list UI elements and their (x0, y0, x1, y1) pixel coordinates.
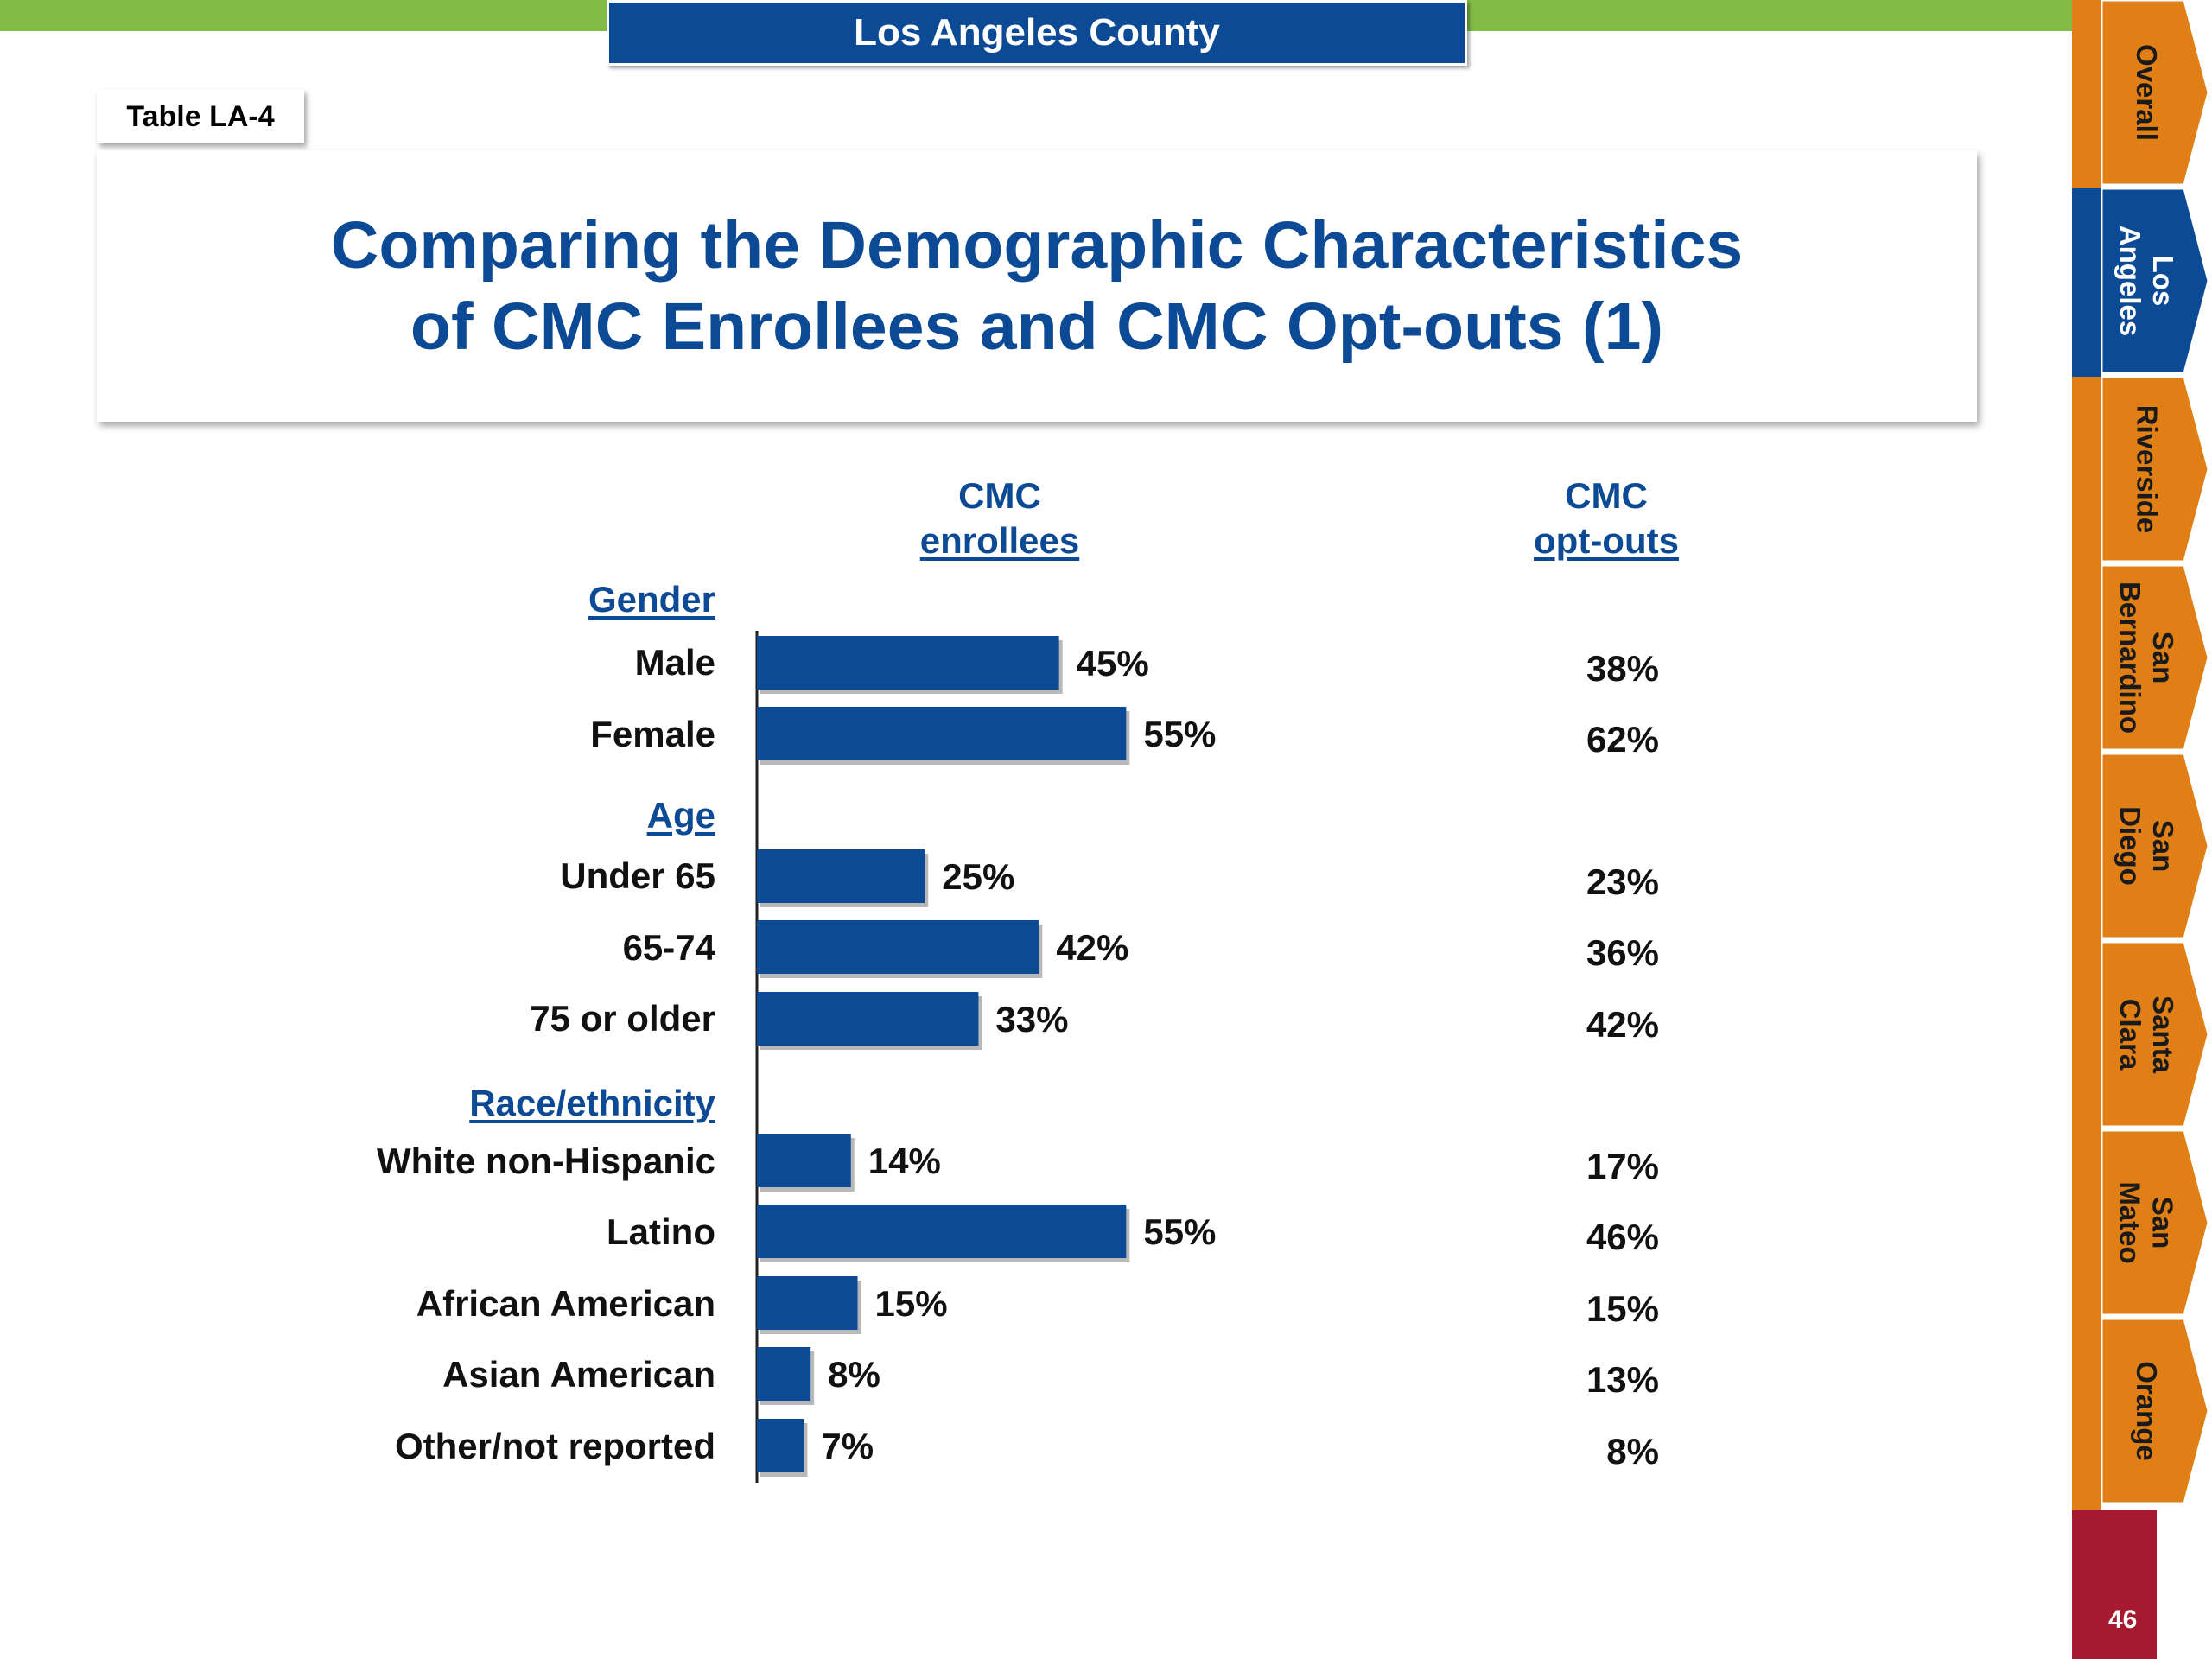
row-label-white-non-hispanic: White non-Hispanic (377, 1141, 715, 1181)
title-line-1: Comparing the Demographic Characteristic… (330, 208, 1744, 283)
tab-overall[interactable]: Overall (2101, 0, 2212, 185)
bar-65-74 (757, 920, 1039, 974)
column-header-optouts-line1: CMC (1565, 475, 1648, 516)
tab-shape-san-mateo (2101, 1130, 2210, 1315)
tab-label-orange: Orange (2131, 1361, 2164, 1461)
row-label-under-65: Under 65 (560, 855, 715, 896)
bars-group: 45% 55% 25% 42% 33% 14% 55% 15% 8% 7% (757, 636, 1216, 1477)
tab-shape-los-angeles (2101, 188, 2210, 373)
side-nav-strip-page (2072, 1510, 2101, 1659)
tab-label-riverside: Riverside (2131, 404, 2163, 534)
optout-value-asian-american: 13% (1586, 1359, 1659, 1400)
tab-orange[interactable]: Orange (2101, 1319, 2212, 1503)
column-header-enrollees-line2: enrollees (919, 520, 1080, 561)
optout-value-65-74: 36% (1586, 932, 1659, 973)
tab-los-angeles[interactable]: Los Angeles (2101, 188, 2212, 373)
tab-san-diego[interactable]: San Diego (2101, 753, 2212, 938)
tab-shape-riverside (2101, 377, 2210, 562)
county-title: Los Angeles County (854, 11, 1220, 54)
optout-value-under-65: 23% (1586, 861, 1659, 902)
tab-san-mateo[interactable]: San Mateo (2101, 1130, 2212, 1315)
tab-label-san-diego: San Diego (2113, 806, 2179, 886)
column-header-enrollees: CMC enrollees (866, 474, 1134, 563)
row-label-african-american: African American (416, 1283, 715, 1324)
bar-african-american (757, 1276, 858, 1330)
bar-asian-american (757, 1347, 811, 1401)
column-header-optouts-line2: opt-outs (1534, 520, 1679, 561)
tab-riverside[interactable]: Riverside (2101, 377, 2212, 562)
optout-value-latino: 46% (1586, 1217, 1659, 1257)
tab-label-san-mateo: San Mateo (2114, 1181, 2179, 1264)
optout-value-male: 38% (1586, 648, 1659, 689)
tab-shape-santa-clara (2101, 942, 2210, 1127)
optout-value-other-not-reported: 8% (1606, 1431, 1659, 1471)
bar-value-other-not-reported: 7% (821, 1426, 874, 1466)
row-label-male: Male (634, 642, 715, 683)
tab-label-san-bernardino: San Bernardino (2114, 581, 2179, 734)
tab-san-bernardino[interactable]: San Bernardino (2101, 565, 2212, 750)
row-label-75-or-older: 75 or older (530, 998, 715, 1039)
bar-value-asian-american: 8% (828, 1354, 880, 1395)
bar-value-female: 55% (1143, 714, 1216, 754)
enrollee-bar-chart: 45% 55% 25% 42% 33% 14% 55% 15% 8% 7% (755, 631, 1216, 1483)
optout-value-white-non-hispanic: 17% (1586, 1146, 1659, 1186)
row-label-other-not-reported: Other/not reported (394, 1426, 715, 1466)
bar-value-white-non-hispanic: 14% (868, 1141, 941, 1181)
bar-female (757, 707, 1127, 760)
group-label-age: Age (646, 795, 715, 836)
county-header: Los Angeles County (607, 0, 1467, 66)
bar-latino (757, 1205, 1127, 1258)
bar-male (757, 636, 1059, 690)
title-line-2: of CMC Enrollees and CMC Opt-outs (1) (410, 289, 1664, 364)
bar-value-75-or-older: 33% (995, 999, 1068, 1039)
row-label-latino: Latino (607, 1211, 715, 1252)
tab-label-overall: Overall (2131, 44, 2164, 141)
group-label-race: Race/ethnicity (469, 1083, 715, 1123)
column-header-enrollees-line1: CMC (958, 475, 1041, 516)
tab-shape-san-bernardino (2101, 565, 2210, 750)
table-label-text: Table LA-4 (126, 99, 275, 133)
bar-under-65 (757, 849, 925, 903)
row-label-female: Female (590, 714, 715, 754)
optout-value-75-or-older: 42% (1586, 1004, 1659, 1045)
bar-other-not-reported (757, 1419, 804, 1472)
side-nav-strip-active (2072, 188, 2101, 377)
bar-value-65-74: 42% (1056, 927, 1128, 968)
tab-shape-overall (2101, 0, 2210, 185)
bar-value-latino: 55% (1143, 1211, 1216, 1252)
row-label-65-74: 65-74 (622, 927, 715, 968)
bar-75-or-older (757, 992, 979, 1046)
tab-label-los-angeles: Los Angeles (2114, 225, 2179, 337)
optout-value-female: 62% (1586, 719, 1659, 760)
bar-value-african-american: 15% (875, 1283, 948, 1324)
column-header-optouts: CMC opt-outs (1476, 474, 1737, 563)
tab-santa-clara[interactable]: Santa Clara (2101, 942, 2212, 1127)
row-label-asian-american: Asian American (442, 1354, 715, 1395)
page-number-box (2101, 1510, 2157, 1659)
tab-label-santa-clara: Santa Clara (2114, 995, 2179, 1073)
table-label: Table LA-4 (97, 90, 304, 143)
bar-white-non-hispanic (757, 1134, 851, 1187)
group-label-gender: Gender (588, 579, 715, 620)
title-box: Comparing the Demographic Characteristic… (97, 150, 1977, 422)
bar-value-under-65: 25% (942, 856, 1014, 897)
tab-shape-orange (2101, 1319, 2210, 1503)
tab-shape-san-diego (2101, 753, 2210, 938)
bar-value-male: 45% (1077, 643, 1149, 683)
page-number: 46 (2108, 1605, 2138, 1634)
optout-value-african-american: 15% (1586, 1288, 1659, 1329)
